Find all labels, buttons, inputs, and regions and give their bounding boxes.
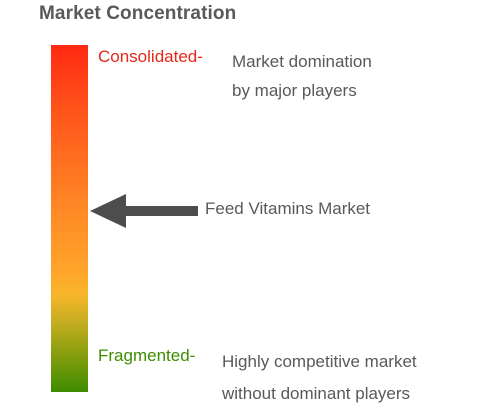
consolidated-description-line-2: by major players [232, 81, 357, 100]
fragmented-label: Fragmented- [98, 346, 196, 365]
market-position-arrow [90, 194, 198, 228]
consolidated-description: Market domination by major players [232, 47, 372, 105]
market-position-label: Feed Vitamins Market [205, 199, 371, 218]
fragmented-description-line-2: without dominant players [222, 384, 411, 403]
diagram-title: Market Concentration [39, 3, 237, 24]
arrow-head [90, 194, 126, 228]
consolidated-description-line-1: Market domination [232, 52, 372, 71]
fragmented-description-line-1: Highly competitive market [222, 352, 417, 371]
fragmented-description: Highly competitive market without domina… [222, 346, 417, 410]
consolidated-label: Consolidated- [98, 47, 203, 66]
concentration-gradient-bar [51, 45, 88, 392]
arrow-shaft [124, 206, 198, 216]
